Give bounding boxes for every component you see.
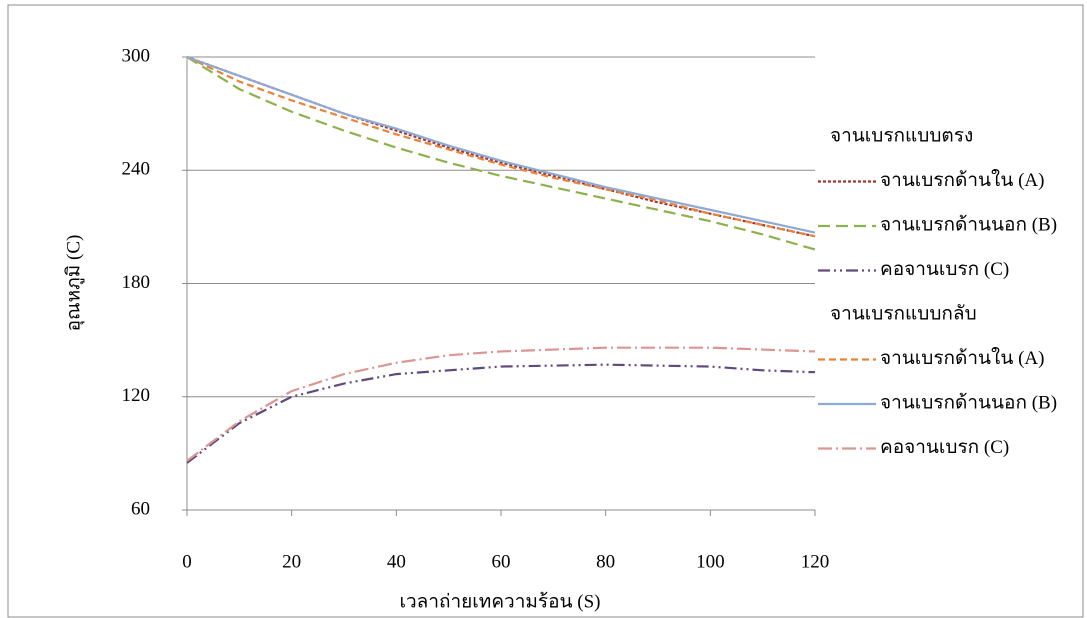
y-tick-label: 240 bbox=[122, 159, 151, 180]
x-tick-label: 60 bbox=[492, 551, 511, 572]
y-tick-label: 180 bbox=[122, 272, 151, 293]
x-tick-label: 100 bbox=[696, 551, 725, 572]
y-tick-label: 60 bbox=[131, 498, 150, 519]
legend-label: คอจานเบรก (C) bbox=[880, 437, 1009, 458]
legend-group-title: จานเบรกแบบตรง bbox=[830, 125, 973, 146]
x-tick-label: 20 bbox=[282, 551, 301, 572]
legend-label: จานเบรกด้านใน (A) bbox=[880, 347, 1044, 369]
y-axis-label: อุณหภูมิ (C) bbox=[63, 235, 85, 332]
x-tick-label: 0 bbox=[182, 551, 192, 572]
x-tick-label: 40 bbox=[387, 551, 406, 572]
y-tick-label: 120 bbox=[122, 385, 151, 406]
series-line bbox=[186, 56, 816, 251]
series-line bbox=[186, 346, 816, 462]
legend-label: จานเบรกด้านนอก (B) bbox=[880, 392, 1057, 413]
legend-group-title: จานเบรกแบบกลับ bbox=[830, 303, 977, 324]
legend-label: จานเบรกด้านใน (A) bbox=[880, 169, 1044, 191]
series-line bbox=[186, 55, 816, 234]
y-tick-label: 300 bbox=[122, 45, 151, 66]
legend-label: คอจานเบรก (C) bbox=[880, 259, 1009, 280]
series-line bbox=[186, 363, 816, 464]
legend-label: จานเบรกด้านนอก (B) bbox=[880, 214, 1057, 235]
series-line bbox=[186, 56, 816, 238]
x-axis-label: เวลาถ่ายเทความร้อน (S) bbox=[400, 591, 601, 612]
x-tick-label: 80 bbox=[596, 551, 615, 572]
x-tick-label: 120 bbox=[801, 551, 830, 572]
